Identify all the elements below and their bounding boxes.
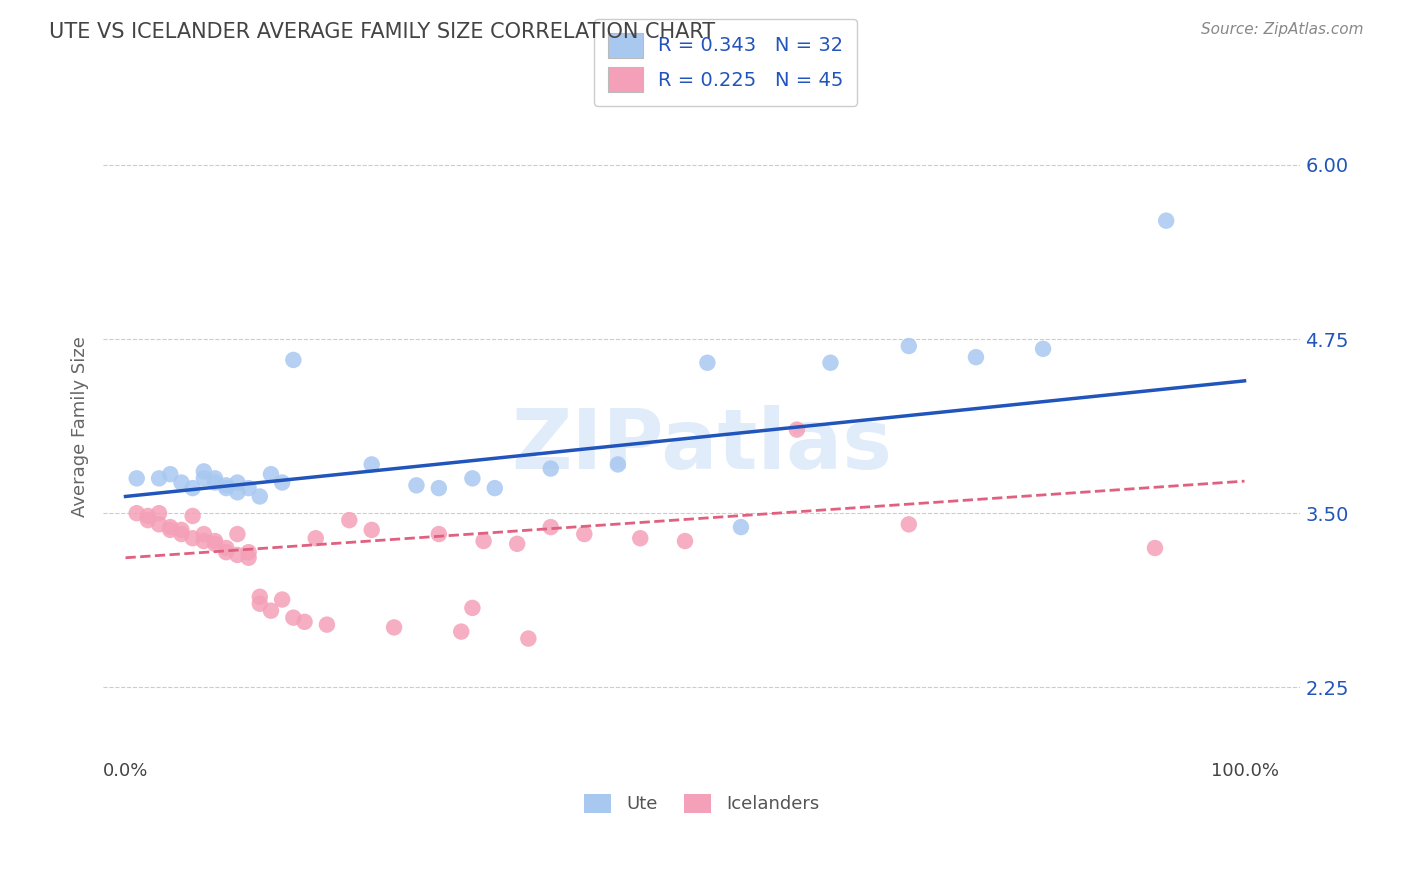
Point bbox=[170, 523, 193, 537]
Point bbox=[249, 590, 271, 604]
Point bbox=[238, 550, 260, 565]
Point bbox=[249, 597, 271, 611]
Point bbox=[238, 545, 260, 559]
Point bbox=[472, 534, 495, 549]
Point bbox=[249, 490, 271, 504]
Y-axis label: Average Family Size: Average Family Size bbox=[72, 335, 89, 516]
Point bbox=[204, 471, 226, 485]
Point bbox=[125, 471, 148, 485]
Point bbox=[238, 481, 260, 495]
Point bbox=[294, 615, 316, 629]
Point bbox=[226, 485, 249, 500]
Point bbox=[283, 610, 305, 624]
Point bbox=[628, 531, 651, 545]
Point bbox=[360, 458, 382, 472]
Point bbox=[316, 617, 339, 632]
Text: ZIPatlas: ZIPatlas bbox=[512, 406, 893, 486]
Point bbox=[215, 478, 238, 492]
Point bbox=[193, 534, 215, 549]
Point bbox=[260, 467, 283, 482]
Point bbox=[136, 513, 159, 527]
Text: Source: ZipAtlas.com: Source: ZipAtlas.com bbox=[1201, 22, 1364, 37]
Point bbox=[193, 471, 215, 485]
Point bbox=[427, 481, 450, 495]
Point bbox=[1032, 342, 1054, 356]
Point bbox=[204, 537, 226, 551]
Point bbox=[897, 339, 920, 353]
Point bbox=[204, 534, 226, 549]
Point bbox=[181, 508, 204, 523]
Point bbox=[820, 356, 842, 370]
Point bbox=[226, 527, 249, 541]
Point bbox=[181, 481, 204, 495]
Point bbox=[260, 604, 283, 618]
Point bbox=[360, 523, 382, 537]
Point bbox=[965, 350, 987, 364]
Point bbox=[159, 523, 181, 537]
Point bbox=[461, 471, 484, 485]
Legend: Ute, Icelanders: Ute, Icelanders bbox=[578, 787, 827, 821]
Point bbox=[226, 548, 249, 562]
Point bbox=[484, 481, 506, 495]
Point bbox=[696, 356, 718, 370]
Text: UTE VS ICELANDER AVERAGE FAMILY SIZE CORRELATION CHART: UTE VS ICELANDER AVERAGE FAMILY SIZE COR… bbox=[49, 22, 716, 42]
Point bbox=[337, 513, 360, 527]
Point bbox=[1154, 213, 1177, 227]
Point bbox=[271, 592, 294, 607]
Point bbox=[215, 545, 238, 559]
Point bbox=[574, 527, 596, 541]
Point bbox=[125, 506, 148, 520]
Point bbox=[170, 527, 193, 541]
Point bbox=[405, 478, 427, 492]
Point bbox=[450, 624, 472, 639]
Point bbox=[136, 508, 159, 523]
Point bbox=[1143, 541, 1166, 555]
Point bbox=[427, 527, 450, 541]
Point bbox=[540, 520, 562, 534]
Point bbox=[673, 534, 696, 549]
Point bbox=[181, 531, 204, 545]
Point bbox=[606, 458, 628, 472]
Point bbox=[148, 471, 170, 485]
Point bbox=[382, 620, 405, 634]
Point bbox=[159, 520, 181, 534]
Point bbox=[283, 353, 305, 368]
Point bbox=[193, 527, 215, 541]
Point bbox=[506, 537, 529, 551]
Point bbox=[148, 506, 170, 520]
Point bbox=[517, 632, 540, 646]
Point bbox=[271, 475, 294, 490]
Point bbox=[170, 475, 193, 490]
Point bbox=[215, 481, 238, 495]
Point bbox=[730, 520, 752, 534]
Point bbox=[148, 517, 170, 532]
Point bbox=[461, 601, 484, 615]
Point bbox=[305, 531, 328, 545]
Point bbox=[215, 541, 238, 555]
Point bbox=[204, 475, 226, 490]
Point bbox=[540, 461, 562, 475]
Point bbox=[193, 464, 215, 478]
Point bbox=[897, 517, 920, 532]
Point bbox=[159, 467, 181, 482]
Point bbox=[226, 475, 249, 490]
Point bbox=[786, 423, 808, 437]
